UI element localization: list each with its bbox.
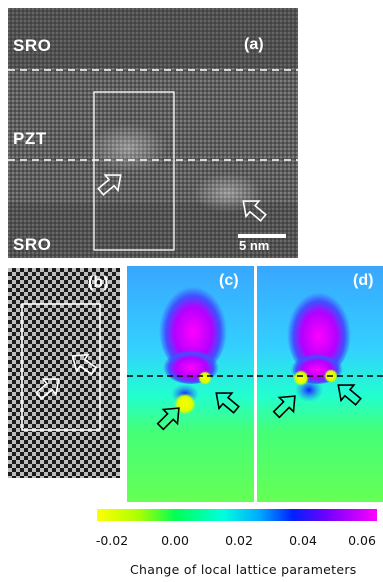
dislocation-arrow-icon (337, 384, 362, 406)
panel-d-svg (257, 266, 383, 502)
layer-label-middle: PZT (13, 129, 47, 148)
panel-b-lattice-image: (b) (8, 268, 120, 478)
region-box (93, 91, 175, 251)
colorbar-caption: Change of local lattice parameters (130, 562, 357, 577)
dislocation-arrow-icon (215, 392, 240, 414)
colorbar-svg (97, 509, 377, 521)
panel-d-tag: (d) (353, 272, 374, 289)
colorbar-tick-label: 0.04 (289, 533, 317, 548)
scale-bar (238, 234, 286, 238)
scale-bar-label: 5 nm (239, 238, 270, 253)
panel-a-svg (8, 8, 298, 258)
panel-c-tag: (c) (219, 272, 239, 289)
dislocation-arrow-icon (242, 200, 267, 222)
panel-a-hrtem-image: SRO PZT SRO (a) 5 nm (8, 8, 298, 258)
panel-b-tag: (b) (88, 274, 109, 291)
panel-d-strain-map: (d) (257, 266, 383, 502)
dislocation-arrow-icon (156, 407, 180, 431)
colorbar-tick-label: 0.06 (348, 533, 376, 548)
region-box (21, 303, 101, 431)
dislocation-arrow-icon (272, 395, 296, 419)
layer-label-bottom: SRO (13, 235, 52, 254)
colorbar-tick-label: 0.02 (225, 533, 253, 548)
panel-c-strain-map: (c) (127, 266, 254, 502)
panel-b-svg (8, 268, 120, 478)
panel-a-tag: (a) (244, 36, 264, 53)
dislocation-arrow-icon (71, 353, 98, 376)
panel-divider (254, 266, 257, 502)
colorbar-tick-label: -0.02 (95, 533, 129, 548)
colorbar-tick-label: 0.00 (161, 533, 189, 548)
colorbar (97, 508, 377, 521)
layer-label-top: SRO (13, 36, 52, 55)
dislocation-arrow-icon (97, 174, 122, 196)
panel-c-svg (127, 266, 254, 502)
dislocation-arrow-icon (35, 378, 60, 400)
